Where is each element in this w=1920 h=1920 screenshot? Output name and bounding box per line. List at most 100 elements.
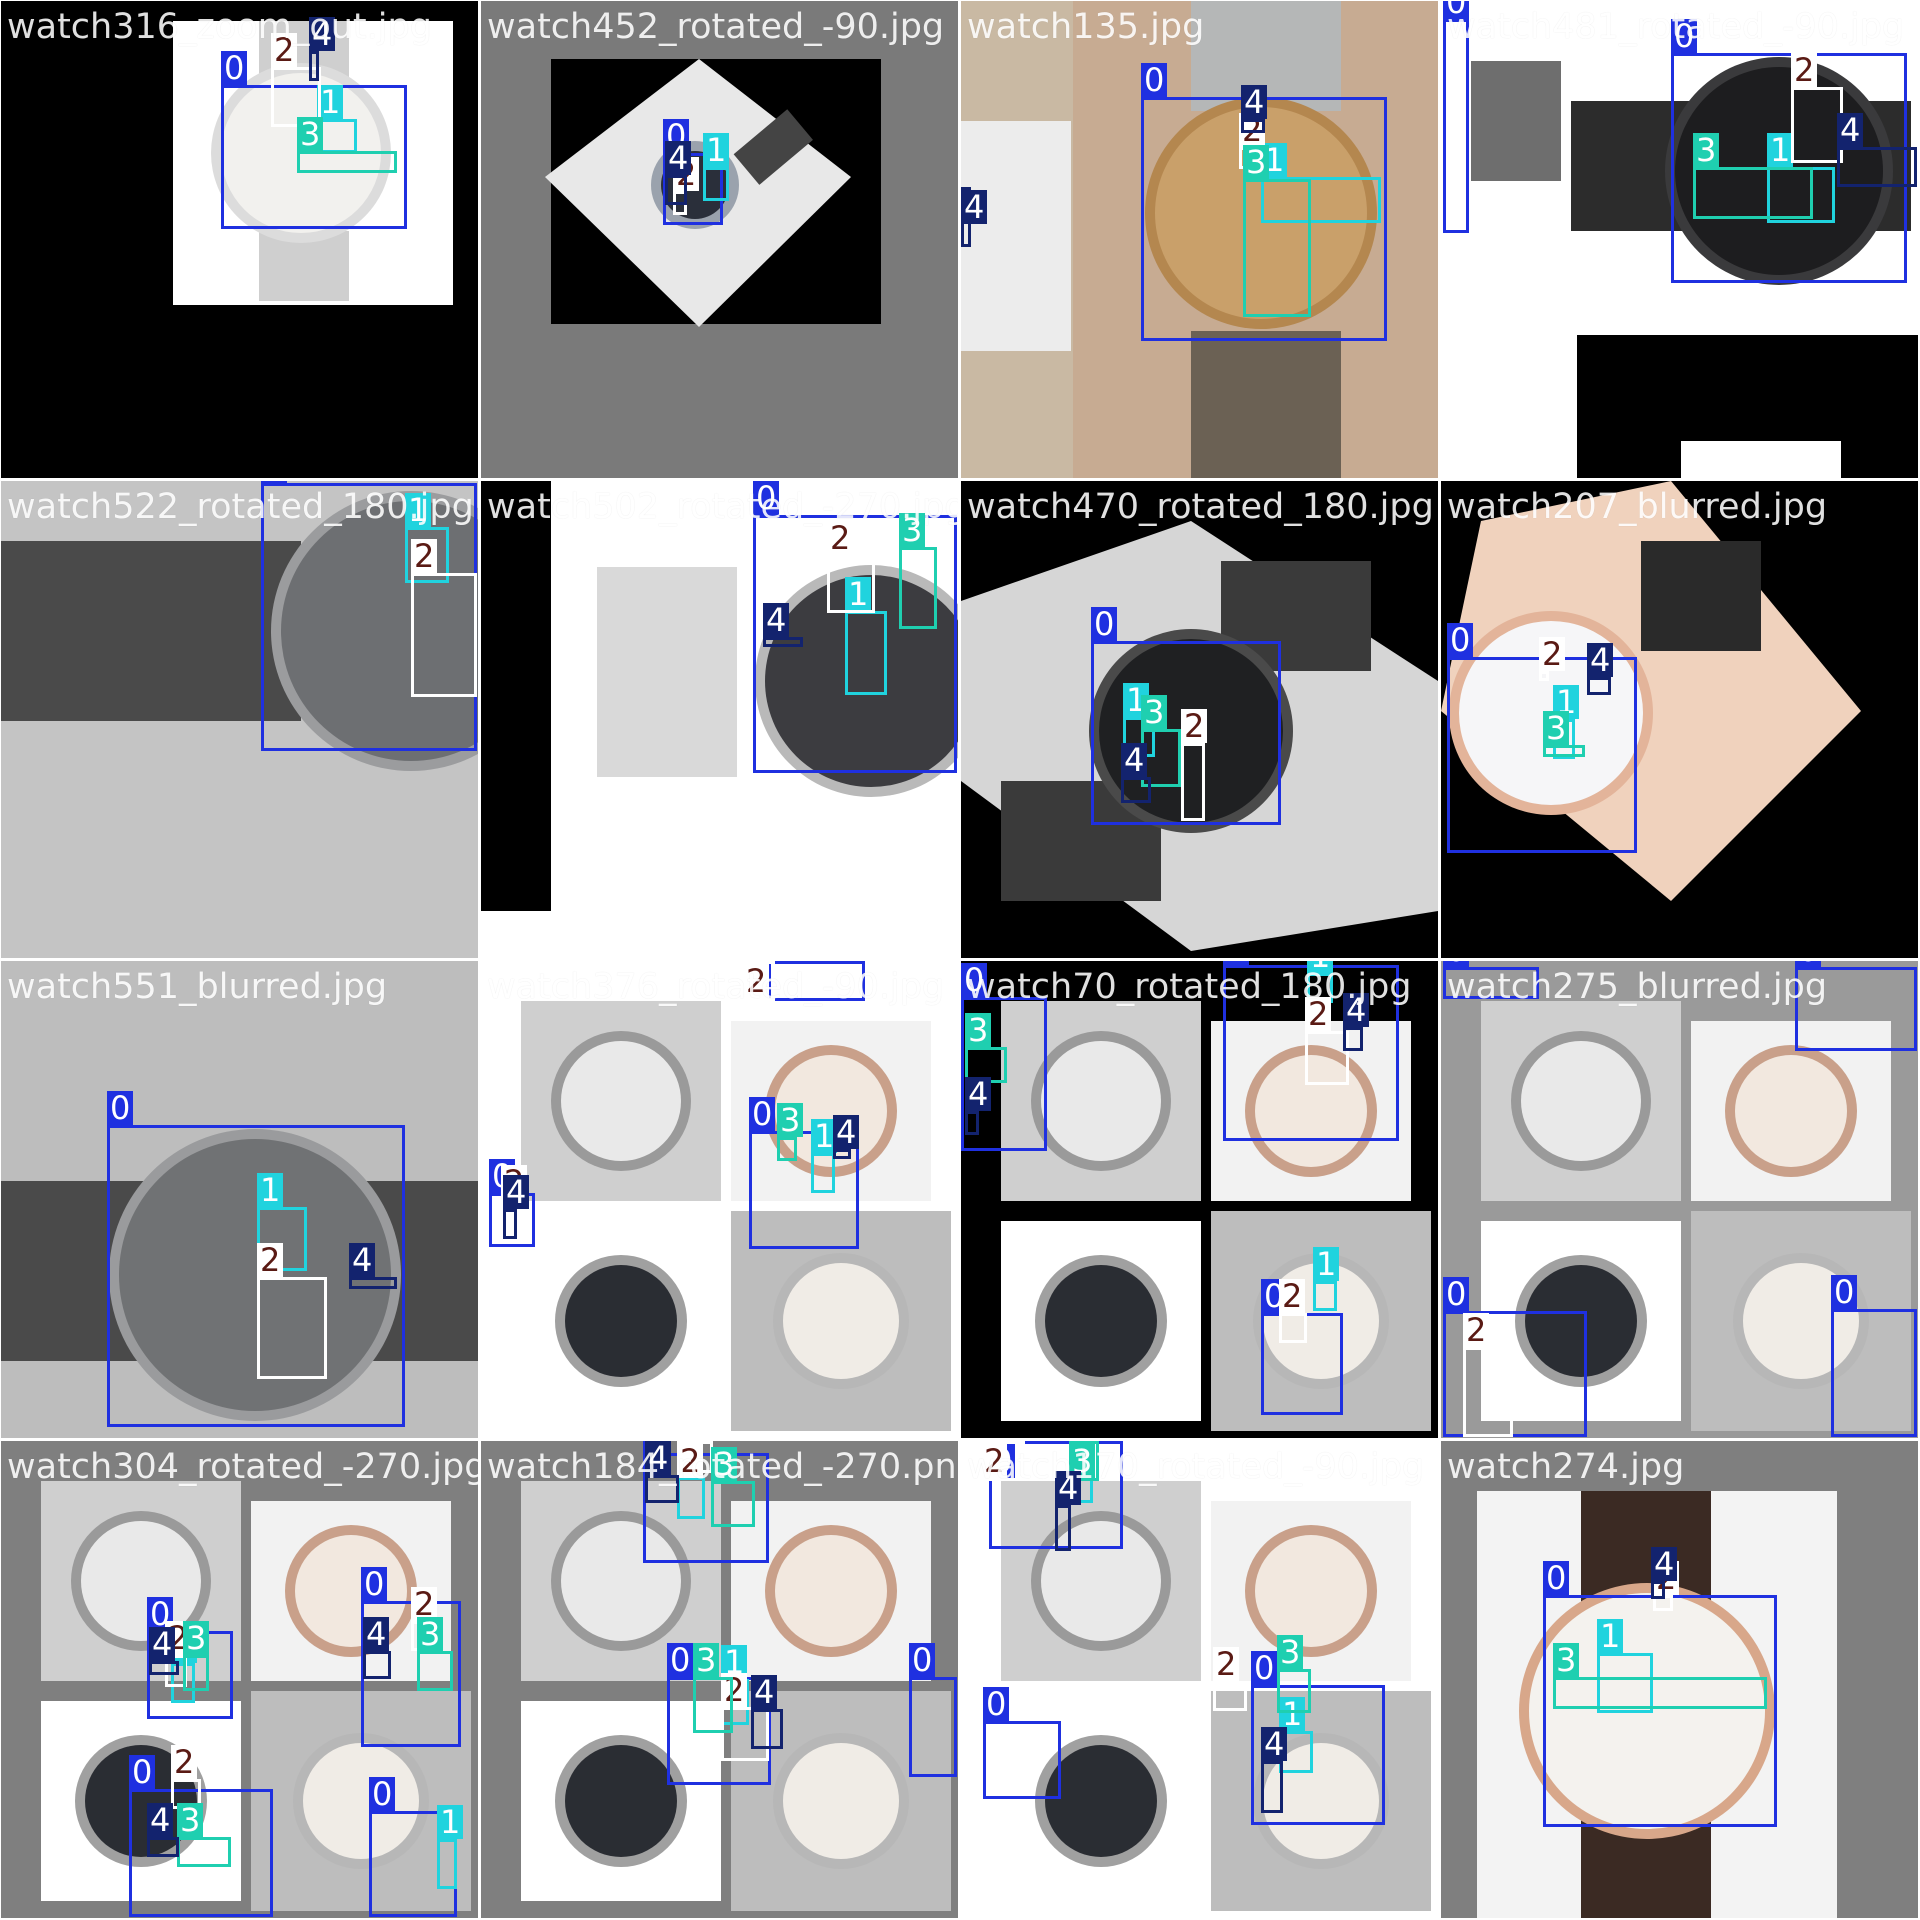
detection-box-class-1: 1 [257, 1173, 307, 1271]
detection-box-class-2: 2 [171, 1745, 201, 1809]
mosaic-tile: 0 1 2 3 4 4 watch135.jpg [961, 1, 1438, 478]
detection-box-class-2: 2 [743, 961, 775, 1001]
detection-box-class-4: 4 [961, 187, 988, 247]
detection-box-class-4: 4 [1343, 993, 1370, 1051]
detection-box-class-4: 4 [965, 1077, 992, 1135]
detection-box-class-4: 4 [1651, 1547, 1678, 1599]
detection-box-class-4: 4 [349, 1243, 397, 1289]
class-label: 2 [1305, 997, 1332, 1031]
class-label: 4 [833, 1115, 860, 1149]
mosaic-tile: 0 1 2 3 4 watch316_zoom_out.jpg [1, 1, 478, 478]
detection-box-class-3: 3 [693, 1643, 733, 1733]
mosaic-tile: 0 1 2 4 watch551_blurred.jpg [1, 961, 478, 1438]
mosaic-watch-icon [481, 1441, 958, 1918]
class-label: 3 [297, 117, 324, 151]
class-label: 4 [1587, 643, 1614, 677]
class-label: 4 [665, 141, 692, 175]
class-label: 0 [753, 481, 780, 515]
detection-box-class-0: 0 [749, 1097, 859, 1249]
class-label: 1 [405, 493, 432, 527]
detection-box-class-4: 4 [1837, 113, 1917, 187]
class-label: 3 [1069, 1444, 1096, 1478]
detection-box-class-2: 2 [1181, 709, 1208, 821]
mosaic-watch-icon [961, 1441, 1438, 1918]
class-label: 2 [827, 521, 854, 555]
detection-box-class-3: 3 [297, 117, 397, 173]
mosaic-tile: 0 1 2 3 4 watch502_rotated_-270.jpg [481, 481, 958, 958]
class-label: 0 [1795, 961, 1822, 967]
detection-box-class-4: 4 [363, 1617, 391, 1679]
class-label: 3 [693, 1643, 720, 1677]
detection-box-class-0: 0 [107, 1091, 405, 1427]
detection-box-class-0: 0 [1543, 1561, 1777, 1827]
detection-box-class-4: 4 [309, 17, 336, 81]
class-label: 3 [417, 1617, 444, 1651]
class-label: 0 [1671, 19, 1698, 53]
mosaic-tile: 0001122344watch70_rotated_180.jpg [961, 961, 1438, 1438]
class-label: 4 [1121, 743, 1148, 777]
class-label: 3 [1243, 145, 1270, 179]
file-name-label: watch452_rotated_-90.jpg [487, 7, 945, 47]
class-label: 1 [1279, 1697, 1306, 1731]
class-label: 0 [107, 1091, 134, 1125]
file-name-label: watch135.jpg [967, 7, 1205, 47]
file-name-label: watch522_rotated_180.jpg [7, 487, 474, 527]
class-label: 3 [1277, 1635, 1304, 1669]
detection-box-class-0: 0 [753, 481, 957, 773]
detection-box-class-4: 4 [763, 603, 803, 647]
file-name-label: watch304_rotated_-270.jpg [7, 1447, 478, 1487]
mosaic-tile: 000122344watch376_rotated_-90.jpg [481, 961, 958, 1438]
class-label: 3 [777, 1103, 804, 1137]
detection-box-class-1: 1 [845, 577, 887, 695]
class-label: 2 [271, 33, 298, 67]
class-label: 1 [317, 85, 344, 119]
class-label: 0 [1251, 1651, 1278, 1685]
detection-box-class-0: 0 [961, 963, 1047, 1151]
detection-box-class-2: 2 [271, 33, 321, 127]
detection-box-class-4: 4 [1121, 743, 1151, 803]
detection-box-class-1: 1 [1597, 1619, 1653, 1713]
class-label: 3 [177, 1803, 204, 1837]
mosaic-tile: 01234watch274.jpg [1441, 1441, 1918, 1918]
mosaic-tile: 00011223344watch184_rotated_-270.png [481, 1441, 958, 1918]
detection-box-class-4: 4 [149, 1627, 179, 1675]
detection-box-class-3: 3 [177, 1803, 231, 1867]
file-name-label: watch481_rotated_-90.jpg [1447, 7, 1905, 47]
class-label: 3 [899, 513, 926, 547]
class-label: 1 [811, 1119, 838, 1153]
class-label: 4 [1651, 1547, 1678, 1581]
class-label: 4 [147, 1803, 174, 1837]
detection-box-class-3: 3 [1543, 711, 1585, 757]
class-label: 4 [349, 1243, 376, 1277]
detection-box-class-3: 3 [899, 513, 937, 629]
class-label: 2 [1279, 1279, 1306, 1313]
detection-box-class-4: 4 [645, 1441, 679, 1503]
detection-box-class-3: 3 [1069, 1441, 1099, 1481]
detection-box-class-4: 4 [1587, 643, 1614, 695]
class-label: 4 [503, 1175, 530, 1209]
mosaic-tile: 0124watch452_rotated_-90.jpg [481, 1, 958, 478]
detection-box-class-3: 3 [1693, 133, 1813, 219]
class-label: 3 [1693, 133, 1720, 167]
class-label: 0 [1443, 1, 1470, 19]
class-label: 1 [1597, 1619, 1624, 1653]
class-label: 3 [1543, 711, 1570, 745]
file-name-label: watch551_blurred.jpg [7, 967, 388, 1007]
class-label: 2 [743, 964, 770, 998]
detection-box-class-4: 4 [751, 1675, 783, 1749]
class-label: 3 [1553, 1643, 1580, 1677]
detection-box-class-3: 3 [183, 1621, 210, 1691]
detection-box-class-0: 0 [1795, 961, 1917, 1051]
file-name-label: watch70_rotated_180.jpg [967, 967, 1412, 1007]
detection-box-class-2: 2 [827, 521, 875, 613]
class-label: 2 [411, 1587, 438, 1621]
class-label: 2 [677, 1444, 704, 1478]
class-label: 2 [171, 1745, 198, 1779]
detection-box-class-4: 4 [1261, 1727, 1288, 1813]
class-label: 2 [411, 539, 438, 573]
detection-box-class-2: 2 [1539, 637, 1566, 681]
class-label: 2 [1181, 709, 1208, 743]
class-label: 2 [1463, 1313, 1490, 1347]
mosaic-tile: 00011223344watch170_rotated_-90.jpg [961, 1441, 1438, 1918]
